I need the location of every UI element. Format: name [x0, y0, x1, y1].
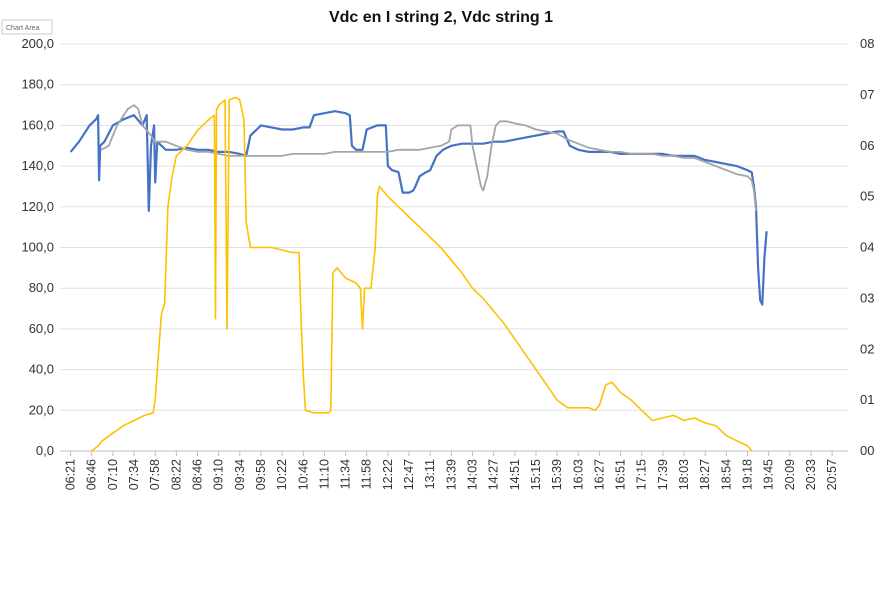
y-axis-left: 0,0 20,0 40,0 60,0 80,0 100,0 120,0 140,0 160,0 1… — [21, 36, 54, 458]
x-tick-label: 15:39 — [550, 459, 564, 490]
x-tick-label: 18:03 — [677, 459, 691, 490]
chart-area-tag: Chart Area — [6, 25, 40, 32]
x-tick-label: 14:03 — [466, 459, 480, 490]
x-tick-label: 18:54 — [719, 459, 733, 490]
y-tick-label: 20,0 — [29, 402, 54, 417]
series-line-i-string-2 — [91, 96, 753, 452]
y-tick-label: 80,0 — [29, 280, 54, 295]
x-tick-label: 13:39 — [444, 459, 458, 490]
x-tick-label: 16:51 — [614, 459, 628, 490]
y-tick-label: 140,0 — [21, 158, 54, 173]
x-tick-label: 18:27 — [698, 459, 712, 490]
x-tick-label: 19:45 — [762, 459, 776, 490]
y2-tick-label: 08 — [860, 36, 874, 51]
x-tick-label: 11:10 — [317, 459, 331, 489]
x-tick-label: 15:15 — [529, 459, 543, 490]
x-tick-label: 11:34 — [339, 459, 353, 489]
y2-tick-label: 05 — [860, 189, 874, 204]
x-tick-label: 17:39 — [656, 459, 670, 490]
y-tick-label: 200,0 — [21, 36, 54, 51]
x-tick-label: 10:22 — [275, 459, 289, 490]
x-tick-label: 12:47 — [402, 459, 416, 490]
y2-tick-label: 02 — [860, 341, 874, 356]
y-tick-label: 160,0 — [21, 117, 54, 132]
x-tick-label: 11:58 — [360, 459, 374, 489]
x-axis: 06:21 06:46 07:10 07:34 07:58 08:22 08:46 09:10… — [64, 451, 839, 490]
x-tick-label: 09:10 — [212, 459, 226, 490]
x-tick-label: 08:46 — [191, 459, 205, 490]
y-tick-label: 0,0 — [36, 443, 54, 458]
chart-title: Vdc en I string 2, Vdc string 1 — [329, 9, 553, 26]
gridlines — [60, 43, 848, 452]
y-axis-right: 00 01 02 03 04 05 06 07 08 — [860, 36, 874, 458]
x-tick-label: 06:46 — [85, 459, 99, 490]
x-tick-label: 14:27 — [487, 459, 501, 490]
x-tick-label: 06:21 — [64, 459, 78, 490]
chart-area-tag-box — [1, 19, 53, 35]
x-tick-label: 19:18 — [741, 459, 755, 490]
series-layer — [69, 96, 768, 452]
x-tick-label: 07:10 — [106, 459, 120, 490]
x-tick-label: 20:57 — [825, 459, 839, 490]
y-tick-label: 40,0 — [29, 362, 54, 377]
x-tick-label: 17:15 — [635, 459, 649, 490]
x-tick-label: 13:11 — [423, 459, 437, 489]
y2-tick-label: 07 — [860, 87, 874, 102]
y2-tick-label: 01 — [860, 392, 874, 407]
x-tick-label: 07:34 — [127, 459, 141, 490]
x-tick-label: 16:27 — [592, 459, 606, 490]
y2-tick-label: 06 — [860, 138, 874, 153]
x-tick-label: 08:22 — [169, 459, 183, 490]
y-tick-label: 60,0 — [29, 321, 54, 336]
x-tick-label: 07:58 — [148, 459, 162, 490]
y-tick-label: 100,0 — [21, 240, 54, 255]
series-line-vdc-string-1 — [100, 104, 757, 211]
x-tick-label: 20:09 — [783, 459, 797, 490]
y-tick-label: 180,0 — [21, 77, 54, 92]
x-tick-label: 14:51 — [508, 459, 522, 490]
x-tick-label: 16:03 — [571, 459, 585, 490]
y2-tick-label: 04 — [860, 240, 874, 255]
x-tick-label: 20:33 — [804, 459, 818, 490]
x-tick-label: 10:46 — [296, 459, 310, 490]
x-tick-label: 09:34 — [233, 459, 247, 490]
x-tick-label: 12:22 — [381, 459, 395, 490]
y-tick-label: 120,0 — [21, 199, 54, 214]
x-tick-label: 09:58 — [254, 459, 268, 490]
series-line-vdc-string-2 — [69, 110, 768, 306]
y2-tick-label: 03 — [860, 290, 874, 305]
y2-tick-label: 00 — [860, 443, 874, 458]
